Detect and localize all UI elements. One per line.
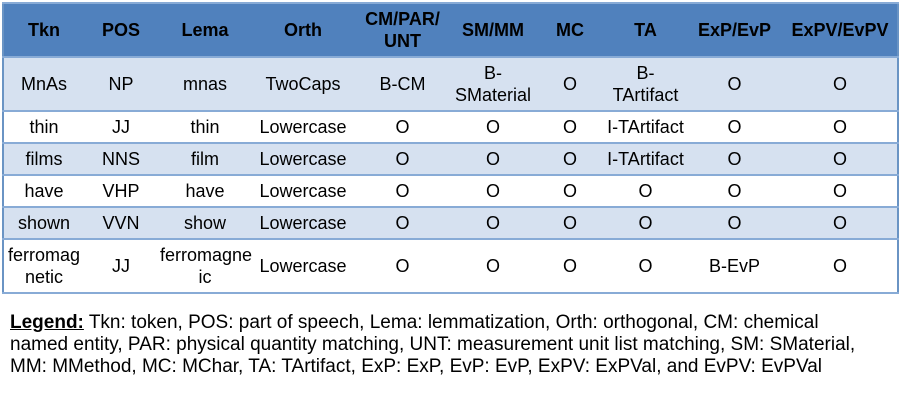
table-cell: VHP xyxy=(84,174,158,208)
table-cell: O xyxy=(605,206,686,240)
legend: Legend: Tkn: token, POS: part of speech,… xyxy=(2,312,882,378)
table-cell: O xyxy=(783,174,898,208)
table-cell: O xyxy=(535,174,605,208)
table-cell: B- TArtifact xyxy=(605,56,686,112)
table-cell: have xyxy=(158,174,252,208)
table-cell: O xyxy=(783,238,898,294)
table-row: MnAs NP mnas TwoCaps B-CM B- SMaterial O B- TAr… xyxy=(3,56,898,112)
table-cell: O xyxy=(686,206,783,240)
token-tag-table: Tkn POS Lema Orth CM/PAR/ UNT SM/MM MC TA ExP/Ev… xyxy=(2,2,899,294)
table-cell: O xyxy=(451,110,535,144)
table-cell: B- SMaterial xyxy=(451,56,535,112)
table-row: thin JJ thin Lowercase O O O I-TArtifact O O xyxy=(3,110,898,144)
column-header-0: Tkn xyxy=(3,2,84,58)
table-cell: Lowercase xyxy=(252,238,354,294)
table-cell: O xyxy=(535,206,605,240)
table-cell: O xyxy=(535,238,605,294)
table-cell: O xyxy=(451,238,535,294)
table-header: Tkn POS Lema Orth CM/PAR/ UNT SM/MM MC TA ExP/Ev… xyxy=(3,2,898,58)
header-row: Tkn POS Lema Orth CM/PAR/ UNT SM/MM MC TA ExP/Ev… xyxy=(3,2,898,58)
table-cell: O xyxy=(783,110,898,144)
column-header-9: ExPV/EvPV xyxy=(783,2,898,58)
column-header-6: MC xyxy=(535,2,605,58)
column-header-3: Orth xyxy=(252,2,354,58)
column-header-5: SM/MM xyxy=(451,2,535,58)
table-cell: O xyxy=(605,174,686,208)
table-cell: O xyxy=(354,110,451,144)
table-cell: O xyxy=(605,238,686,294)
table-cell: O xyxy=(686,56,783,112)
table-cell: O xyxy=(354,206,451,240)
table-cell: O xyxy=(686,142,783,176)
table-cell: Lowercase xyxy=(252,142,354,176)
table-cell: O xyxy=(354,142,451,176)
column-header-7: TA xyxy=(605,2,686,58)
column-header-2: Lema xyxy=(158,2,252,58)
legend-title: Legend: xyxy=(10,312,84,333)
table-cell: O xyxy=(535,110,605,144)
table-cell: thin xyxy=(3,110,84,144)
column-header-1: POS xyxy=(84,2,158,58)
table-cell: NNS xyxy=(84,142,158,176)
column-header-4: CM/PAR/ UNT xyxy=(354,2,451,58)
table-cell: JJ xyxy=(84,110,158,144)
table-cell: O xyxy=(451,174,535,208)
table-cell: B-EvP xyxy=(686,238,783,294)
table-cell: have xyxy=(3,174,84,208)
table-cell: I-TArtifact xyxy=(605,142,686,176)
table-cell: VVN xyxy=(84,206,158,240)
table-cell: B-CM xyxy=(354,56,451,112)
table-cell: MnAs xyxy=(3,56,84,112)
table-cell: show xyxy=(158,206,252,240)
table-cell: mnas xyxy=(158,56,252,112)
table-cell: ferromagnet ic xyxy=(158,238,252,294)
table-cell: O xyxy=(783,206,898,240)
table-cell: NP xyxy=(84,56,158,112)
table-cell: O xyxy=(535,142,605,176)
table-row: films NNS film Lowercase O O O I-TArtifact O O xyxy=(3,142,898,176)
table-cell: films xyxy=(3,142,84,176)
table-row: ferromag netic JJ ferromagnet ic Lowercase O… xyxy=(3,238,898,294)
table-cell: O xyxy=(686,174,783,208)
table-cell: JJ xyxy=(84,238,158,294)
table-cell: O xyxy=(783,142,898,176)
table-cell: thin xyxy=(158,110,252,144)
table-cell: O xyxy=(686,110,783,144)
table-cell: shown xyxy=(3,206,84,240)
table-cell: Lowercase xyxy=(252,174,354,208)
table-cell: O xyxy=(354,238,451,294)
table-cell: ferromag netic xyxy=(3,238,84,294)
table-cell: Lowercase xyxy=(252,110,354,144)
table-body: MnAs NP mnas TwoCaps B-CM B- SMaterial O B- TAr… xyxy=(3,56,898,294)
table-cell: O xyxy=(354,174,451,208)
table-cell: O xyxy=(535,56,605,112)
table-cell: I-TArtifact xyxy=(605,110,686,144)
table-cell: film xyxy=(158,142,252,176)
legend-text: Tkn: token, POS: part of speech, Lema: l… xyxy=(10,312,856,377)
column-header-8: ExP/EvP xyxy=(686,2,783,58)
table-cell: O xyxy=(451,142,535,176)
table-cell: O xyxy=(451,206,535,240)
table-cell: O xyxy=(783,56,898,112)
table-cell: Lowercase xyxy=(252,206,354,240)
table-row: shown VVN show Lowercase O O O O O O xyxy=(3,206,898,240)
table-cell: TwoCaps xyxy=(252,56,354,112)
table-row: have VHP have Lowercase O O O O O O xyxy=(3,174,898,208)
